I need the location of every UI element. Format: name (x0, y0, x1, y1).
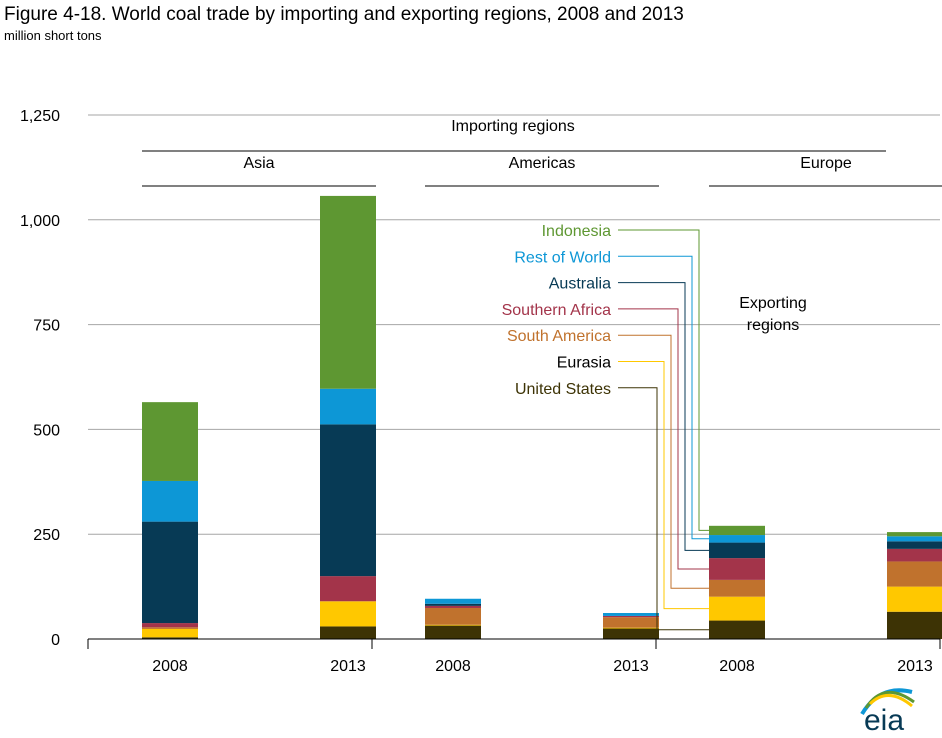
bar-americas-2008-australia (425, 603, 481, 606)
legend-label-south-america: South America (507, 328, 611, 345)
bar-americas-2013-south-america (603, 617, 659, 628)
leader-line-eurasia (618, 361, 709, 610)
bars (142, 195, 942, 639)
logo-text: eia (864, 704, 904, 737)
legend-label-australia: Australia (549, 276, 611, 293)
bar-americas-2008-southern-africa (425, 605, 481, 608)
bar-asia-2008-united-states (142, 637, 198, 639)
bar-asia-2008-rest-of-world (142, 480, 198, 522)
x-tick-label: 2008 (152, 658, 188, 675)
logo-arc-green (864, 691, 915, 709)
legend-label-eurasia: Eurasia (557, 355, 611, 372)
y-axis-ticks: 0 250 500 750 1,000 1,250 (20, 108, 60, 649)
y-tick-label: 0 (51, 632, 60, 649)
leader-line-united-states (618, 387, 709, 631)
x-axis-ticks: 2008 2013 2008 2013 2008 2013 (152, 658, 933, 675)
bar-europe-2013-united-states (887, 611, 942, 639)
x-tick-label: 2008 (719, 658, 755, 675)
logo-arc-yellow (868, 694, 913, 708)
group-label-americas: Americas (509, 155, 576, 172)
bar-americas-2013-united-states (603, 628, 659, 639)
bar-asia-2013-eurasia (320, 601, 376, 627)
bar-asia-2013-rest-of-world (320, 388, 376, 425)
bar-asia-2013-australia (320, 424, 376, 577)
legend-label-indonesia: Indonesia (542, 223, 611, 240)
grid-lines (88, 114, 940, 535)
importing-regions-label: Importing regions (451, 118, 575, 135)
legend: Indonesia Rest of World Australia Southern … (502, 223, 612, 398)
bar-asia-2008-indonesia (142, 402, 198, 481)
group-label-asia: Asia (243, 155, 274, 172)
x-tick-label: 2013 (613, 658, 649, 675)
y-tick-label: 1,000 (20, 213, 60, 230)
bar-europe-2008-south-america (709, 579, 765, 597)
bar-americas-2008-south-america (425, 607, 481, 625)
bar-asia-2008-southern-africa (142, 623, 198, 628)
bar-europe-2013-indonesia (887, 532, 942, 537)
bar-europe-2008-australia (709, 542, 765, 559)
bar-americas-2013-southern-africa (603, 615, 659, 618)
x-tick-label: 2013 (897, 658, 933, 675)
y-tick-label: 1,250 (20, 108, 60, 125)
eia-logo: eia (860, 688, 915, 737)
bar-europe-2008-eurasia (709, 596, 765, 621)
leader-line-southern-africa (618, 308, 709, 570)
bar-europe-2008-rest-of-world (709, 535, 765, 543)
bar-europe-2013-rest-of-world (887, 536, 942, 542)
exporting-regions-label: Exporting (739, 295, 807, 312)
bar-americas-2013-rest-of-world (603, 613, 659, 616)
bar-europe-2013-southern-africa (887, 548, 942, 562)
bar-europe-2013-eurasia (887, 586, 942, 612)
bar-europe-2013-south-america (887, 561, 942, 587)
y-tick-label: 500 (33, 422, 60, 439)
bar-europe-2013-australia (887, 541, 942, 549)
legend-leaders (618, 229, 709, 631)
y-tick-label: 250 (33, 527, 60, 544)
leader-line-australia (618, 282, 709, 551)
bar-asia-2008-south-america (142, 627, 198, 629)
group-label-europe: Europe (800, 155, 852, 172)
bar-asia-2008-eurasia (142, 628, 198, 638)
leader-line-indonesia (618, 229, 709, 531)
bar-americas-2013-eurasia (603, 627, 659, 629)
bar-americas-2008-eurasia (425, 624, 481, 626)
bar-europe-2008-indonesia (709, 525, 765, 536)
region-groups: Importing regions Asia Americas Europe (142, 118, 942, 187)
bar-americas-2008-rest-of-world (425, 598, 481, 604)
exporting-regions-label: regions (747, 317, 799, 334)
legend-label-rest-of-world: Rest of World (514, 249, 611, 266)
bar-americas-2008-united-states (425, 625, 481, 639)
bar-asia-2013-southern-africa (320, 576, 376, 602)
y-tick-label: 750 (33, 318, 60, 335)
bar-asia-2008-australia (142, 521, 198, 624)
legend-label-southern-africa: Southern Africa (502, 302, 612, 319)
x-tick-label: 2008 (435, 658, 471, 675)
bar-europe-2008-southern-africa (709, 558, 765, 580)
leader-line-rest-of-world (618, 255, 709, 540)
x-axis (87, 638, 941, 649)
legend-label-united-states: United States (515, 381, 611, 398)
bar-asia-2013-united-states (320, 626, 376, 639)
exporting-label: Exporting regions (739, 295, 807, 334)
chart-title: Figure 4-18. World coal trade by importi… (4, 4, 684, 25)
x-tick-label: 2013 (330, 658, 366, 675)
bar-europe-2008-united-states (709, 620, 765, 639)
chart-subtitle: million short tons (4, 28, 102, 43)
leader-line-south-america (618, 334, 709, 589)
bar-asia-2013-indonesia (320, 195, 376, 389)
